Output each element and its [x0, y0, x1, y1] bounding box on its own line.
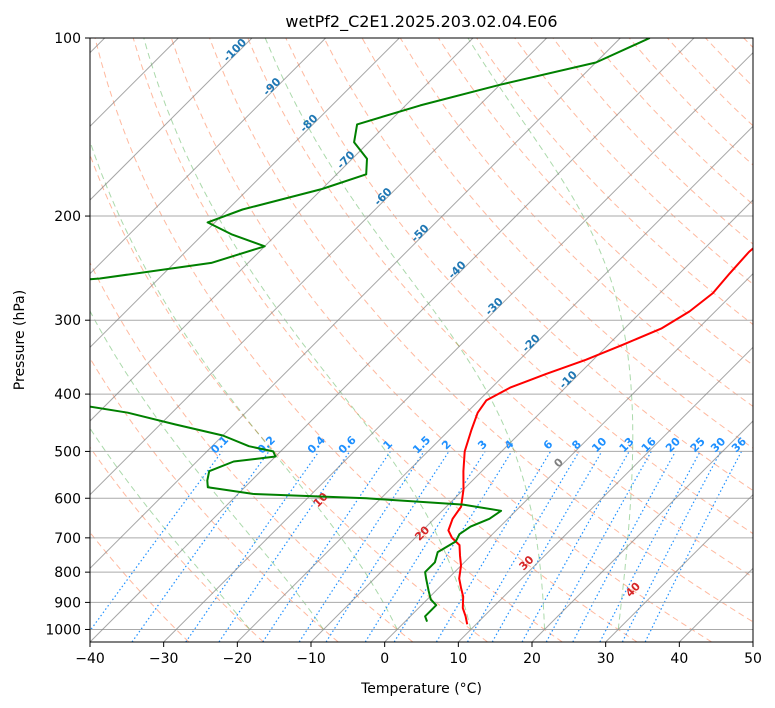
- moist-adiabat-line: [90, 310, 324, 630]
- x-tick-label: 0: [380, 651, 389, 667]
- dry-adiabats: [90, 38, 753, 642]
- isotherm-line: [163, 51, 753, 642]
- mixing-ratio-line: [298, 451, 425, 642]
- temperature-profile-line: [447, 247, 753, 625]
- dry-adiabat-line: [94, 38, 563, 642]
- dry-adiabat-line: [90, 446, 264, 642]
- mixing-ratio-line: [185, 451, 320, 642]
- isotherm-line: [457, 346, 753, 642]
- x-tick-label: −30: [149, 651, 179, 667]
- x-tick-label: 40: [670, 651, 688, 667]
- dry-adiabat-line: [514, 38, 753, 285]
- x-axis-ticks: −40 −30 −20 −10 0 10 20 30 40 50: [75, 642, 762, 667]
- moist-adiabats: [90, 38, 634, 630]
- dry-adiabat-line: [323, 38, 753, 492]
- mixing-ratio-line: [621, 451, 722, 642]
- mixing-ratio-line: [521, 451, 630, 642]
- sounding-series: [90, 38, 753, 625]
- y-tick-label: 400: [54, 387, 81, 403]
- y-axis-ticks: 100 200 300 400 500 600 700 800 900 1000: [45, 31, 90, 638]
- x-tick-label: 50: [744, 651, 762, 667]
- isotherm-line: [90, 38, 327, 275]
- mixing-ratio-line: [393, 451, 513, 642]
- mixing-ratio-line: [572, 451, 677, 642]
- mixing-ratio-line: [644, 451, 743, 642]
- y-tick-label: 1000: [45, 622, 81, 638]
- mixing-ratio-line: [90, 451, 223, 632]
- mixing-ratio-line: [218, 451, 351, 642]
- mixing-ratio-line: [545, 451, 652, 642]
- isobar-grid: [90, 38, 753, 630]
- x-axis-label: Temperature (°C): [360, 681, 482, 697]
- x-tick-label: −20: [223, 651, 253, 667]
- dry-adiabat-line: [90, 261, 414, 642]
- isotherm-line: [90, 38, 695, 642]
- x-tick-label: 20: [523, 651, 541, 667]
- isotherm-line: [90, 38, 474, 422]
- moist-adiabat-line: [90, 427, 251, 630]
- y-tick-label: 600: [54, 491, 81, 507]
- y-tick-label: 200: [54, 209, 81, 225]
- y-tick-label: 100: [54, 31, 81, 47]
- dry-adiabat-line: [132, 38, 638, 642]
- isotherm-line: [605, 493, 753, 642]
- y-tick-label: 900: [54, 595, 81, 611]
- isotherm-line: [384, 272, 753, 642]
- isotherm-line: [90, 38, 548, 496]
- plot-frame: [89, 37, 754, 643]
- dewpoint-profile-line: [90, 38, 651, 622]
- plot-area: [90, 38, 753, 642]
- dry-adiabat-line: [476, 38, 753, 326]
- isotherm-line: [90, 38, 621, 570]
- dry-adiabat-line: [209, 38, 753, 623]
- mixing-ratio-line: [325, 451, 450, 642]
- isotherm-line: [310, 199, 753, 642]
- moist-adiabat-line: [90, 139, 398, 630]
- mixing-ratio-line: [262, 451, 391, 642]
- y-axis-label: Pressure (hPa): [12, 290, 28, 390]
- x-tick-label: −40: [75, 651, 105, 667]
- x-tick-label: −10: [296, 651, 326, 667]
- isotherm-line: [531, 420, 753, 642]
- moist-adiabat-line: [143, 38, 472, 630]
- y-tick-label: 700: [54, 531, 81, 547]
- y-tick-label: 800: [54, 565, 81, 581]
- isotherm-line: [90, 38, 400, 349]
- chart-title: wetPf2_C2E1.2025.203.02.04.E06: [285, 12, 557, 32]
- x-tick-label: 10: [449, 651, 467, 667]
- dry-adiabat-line: [90, 357, 339, 642]
- dry-adiabat-line: [285, 38, 753, 535]
- isotherm-line: [90, 38, 253, 201]
- y-tick-label: 300: [54, 313, 81, 329]
- y-tick-label: 500: [54, 444, 81, 460]
- isotherm-grid: [90, 38, 753, 642]
- isotherm-line: [236, 125, 753, 642]
- x-tick-label: 30: [597, 651, 615, 667]
- moist-adiabat-line: [264, 38, 545, 630]
- dry-adiabat-line: [247, 38, 753, 578]
- moist-adiabat-line: [467, 38, 634, 630]
- dry-adiabat-line: [170, 38, 712, 642]
